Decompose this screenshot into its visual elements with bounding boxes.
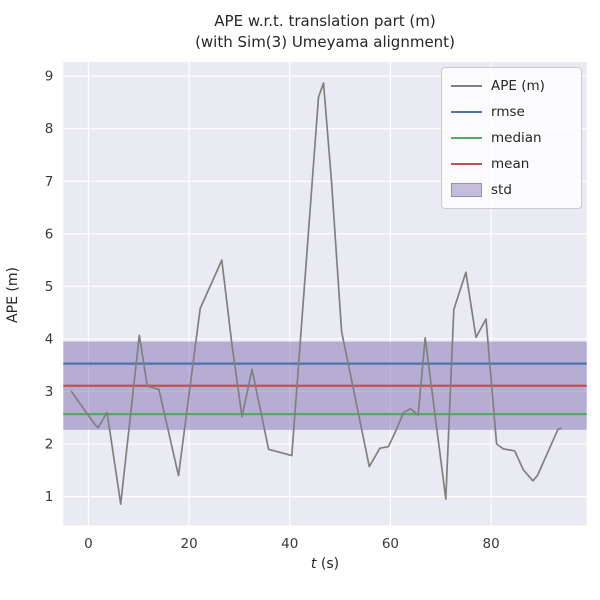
legend-patch-swatch <box>451 183 482 197</box>
y-tick-label: 5 <box>45 279 54 295</box>
y-tick-label: 8 <box>45 121 54 137</box>
x-tick-label: 0 <box>84 536 93 552</box>
x-tick-label: 20 <box>181 536 198 552</box>
legend-line-swatch <box>451 163 482 165</box>
legend-item-rmse: rmse <box>451 99 573 125</box>
legend-label: mean <box>491 156 530 172</box>
x-axis-label: t (s) <box>63 556 587 572</box>
legend-line-swatch <box>451 137 482 139</box>
legend-line-swatch <box>451 85 482 87</box>
legend-line-swatch <box>451 111 482 113</box>
legend-label: APE (m) <box>491 78 545 94</box>
y-tick-label: 7 <box>45 174 54 190</box>
y-tick-label: 1 <box>45 489 54 505</box>
legend-item-std: std <box>451 177 573 203</box>
legend-item-median: median <box>451 125 573 151</box>
legend-item-ape-m-: APE (m) <box>451 73 573 99</box>
y-axis-label: APE (m) <box>5 267 21 323</box>
x-tick-label: 40 <box>281 536 298 552</box>
x-axis-label-variable: t <box>310 556 317 572</box>
legend-label: rmse <box>491 104 525 120</box>
y-tick-label: 9 <box>45 69 54 85</box>
legend-label: median <box>491 130 542 146</box>
legend-item-mean: mean <box>451 151 573 177</box>
y-tick-label: 3 <box>45 384 54 400</box>
chart-title: APE w.r.t. translation part (m) <box>214 12 436 30</box>
y-tick-label: 2 <box>45 437 54 453</box>
x-tick-label: 60 <box>382 536 399 552</box>
chart-title-block: APE w.r.t. translation part (m) (with Si… <box>63 11 587 53</box>
legend: APE (m) rmse median mean std <box>441 67 582 209</box>
chart-subtitle: (with Sim(3) Umeyama alignment) <box>195 33 455 51</box>
x-tick-label: 80 <box>482 536 499 552</box>
y-tick-label: 4 <box>45 331 54 347</box>
x-axis-label-unit: (s) <box>316 556 340 572</box>
y-tick-label: 6 <box>45 226 54 242</box>
ape-line <box>70 82 562 505</box>
legend-label: std <box>491 182 512 198</box>
